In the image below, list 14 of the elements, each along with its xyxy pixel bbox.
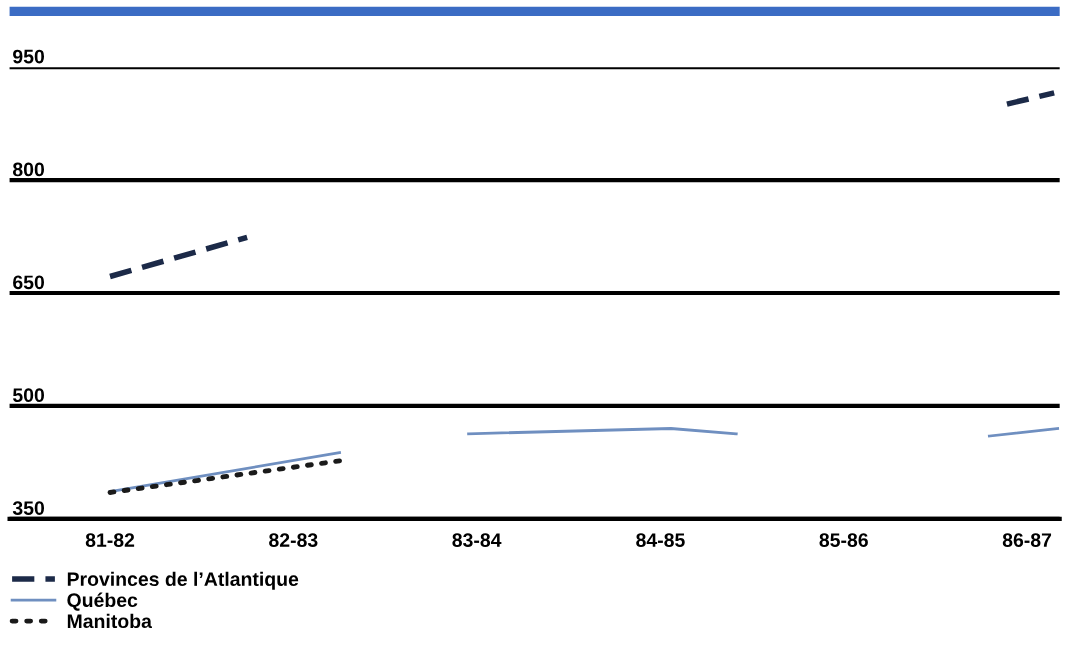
x-tick-label: 82-83	[269, 533, 318, 548]
x-tick-label: 81-82	[85, 533, 135, 547]
y-tick-label: 650	[13, 275, 45, 290]
x-tick-label: 85-86	[819, 533, 868, 547]
legend-label: Manitoba	[67, 613, 153, 629]
y-tick-label: 350	[12, 501, 45, 515]
y-tick-label: 500	[12, 388, 45, 403]
x-tick-label: 86-87	[1002, 533, 1052, 547]
legend-label: Provinces de l’Atlantique	[67, 571, 299, 590]
legend-label: Québec	[67, 592, 138, 611]
x-tick-label: 84-85	[636, 533, 685, 547]
x-tick-label: 83-84	[452, 533, 502, 548]
y-tick-label: 800	[12, 162, 45, 177]
y-tick-label: 950	[13, 49, 45, 64]
